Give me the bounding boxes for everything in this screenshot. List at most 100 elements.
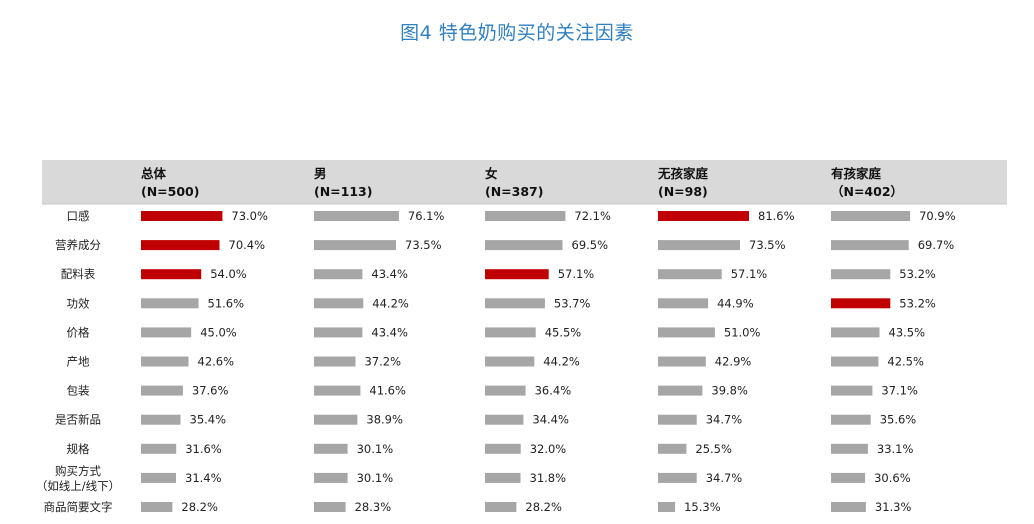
data-label: 44.2% xyxy=(543,355,580,369)
series-header-name: 男 xyxy=(314,166,327,181)
data-label: 51.6% xyxy=(208,296,245,310)
data-label: 37.1% xyxy=(881,384,918,398)
data-label: 30.1% xyxy=(357,471,394,485)
series-header-name: 总体 xyxy=(141,166,167,181)
bar xyxy=(658,298,709,309)
series-header-n: (N=500) xyxy=(141,184,199,199)
bar xyxy=(141,211,223,221)
series-header-name: 有孩家庭 xyxy=(831,166,882,181)
bar xyxy=(658,472,697,483)
data-label: 73.0% xyxy=(231,209,268,223)
data-label: 37.2% xyxy=(365,355,402,369)
data-label: 38.9% xyxy=(366,413,403,427)
bar xyxy=(485,443,521,454)
data-label: 32.0% xyxy=(530,442,567,456)
data-label: 76.1% xyxy=(408,209,445,223)
category-label: 商品简要文字 xyxy=(44,500,113,514)
category-label: 产地 xyxy=(67,355,90,369)
category-label-sub: （如线上/线下） xyxy=(36,479,120,493)
bar xyxy=(485,240,563,251)
data-label: 72.1% xyxy=(574,209,611,223)
bar xyxy=(831,211,911,221)
series-header-n: (N=98) xyxy=(658,184,708,199)
data-label: 51.0% xyxy=(724,325,761,339)
data-label: 41.6% xyxy=(369,384,406,398)
data-label: 33.1% xyxy=(877,442,914,456)
bar xyxy=(314,298,364,309)
data-label: 28.2% xyxy=(525,500,562,514)
bar xyxy=(141,240,220,251)
bar xyxy=(141,443,177,454)
bar xyxy=(658,356,706,367)
data-label: 34.7% xyxy=(706,413,743,427)
bar xyxy=(485,327,536,338)
bar xyxy=(141,385,183,396)
header-band xyxy=(42,160,1007,204)
data-label: 81.6% xyxy=(758,209,795,223)
bar xyxy=(658,211,749,221)
category-label: 营养成分 xyxy=(55,238,101,252)
bar xyxy=(658,327,715,338)
bar xyxy=(485,298,545,309)
data-label: 57.1% xyxy=(731,267,768,281)
data-label: 73.5% xyxy=(749,238,786,252)
bar xyxy=(831,327,880,338)
bar xyxy=(314,414,358,425)
data-label: 34.7% xyxy=(706,471,743,485)
series-header-name: 女 xyxy=(485,166,498,181)
bar xyxy=(831,298,891,309)
bar xyxy=(485,356,535,367)
data-label: 34.4% xyxy=(532,413,569,427)
bar xyxy=(314,356,356,367)
category-label: 功效 xyxy=(67,296,90,310)
bar xyxy=(314,327,363,338)
data-label: 45.5% xyxy=(545,325,582,339)
data-label: 39.8% xyxy=(711,384,748,398)
bar xyxy=(314,385,361,396)
bar xyxy=(831,414,871,425)
data-label: 42.9% xyxy=(715,355,752,369)
bar xyxy=(141,502,173,512)
bar xyxy=(831,472,866,483)
data-label: 44.9% xyxy=(717,296,754,310)
series-header-n: (N=113) xyxy=(314,184,372,199)
series-header-n: (N=387) xyxy=(485,184,543,199)
bar xyxy=(314,269,363,280)
bar xyxy=(831,269,891,280)
data-label: 31.4% xyxy=(185,471,222,485)
category-label: 配料表 xyxy=(61,267,96,281)
bar xyxy=(141,356,189,367)
category-label: 包装 xyxy=(67,384,90,398)
bar xyxy=(658,414,697,425)
data-label: 42.5% xyxy=(887,355,924,369)
data-label: 53.2% xyxy=(899,267,936,281)
bar xyxy=(141,472,176,483)
data-label: 25.5% xyxy=(695,442,732,456)
data-label: 28.2% xyxy=(181,500,218,514)
bar xyxy=(831,385,873,396)
data-label: 35.4% xyxy=(190,413,227,427)
data-label: 70.4% xyxy=(229,238,266,252)
bar xyxy=(314,211,399,221)
data-label: 44.2% xyxy=(372,296,409,310)
bar xyxy=(658,502,676,512)
bar xyxy=(485,211,566,221)
data-label: 37.6% xyxy=(192,384,229,398)
data-label: 69.5% xyxy=(572,238,609,252)
bar xyxy=(658,269,722,280)
bar xyxy=(658,240,740,251)
bar xyxy=(485,269,549,280)
bar xyxy=(831,502,866,512)
bar xyxy=(314,443,348,454)
data-label: 57.1% xyxy=(558,267,595,281)
bar xyxy=(141,298,199,309)
data-label: 53.7% xyxy=(554,296,591,310)
chart-title: 图4 特色奶购买的关注因素 xyxy=(400,22,634,44)
data-label: 36.4% xyxy=(535,384,572,398)
bar xyxy=(314,502,346,512)
data-label: 42.6% xyxy=(198,355,235,369)
category-label: 价格 xyxy=(67,325,90,339)
data-label: 45.0% xyxy=(200,325,237,339)
data-label: 31.3% xyxy=(875,500,912,514)
